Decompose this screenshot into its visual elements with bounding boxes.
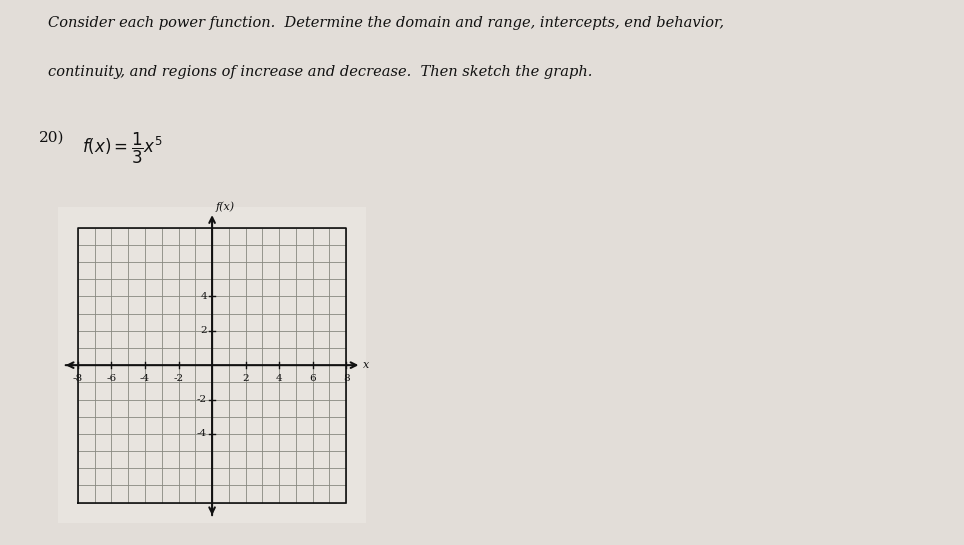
Text: $f(x) = \dfrac{1}{3}x^5$: $f(x) = \dfrac{1}{3}x^5$: [82, 131, 163, 166]
Text: 20): 20): [39, 131, 64, 145]
Text: continuity, and regions of increase and decrease.  Then sketch the graph.: continuity, and regions of increase and …: [48, 65, 593, 80]
Text: -8: -8: [73, 374, 83, 383]
Text: -4: -4: [197, 429, 207, 438]
Text: -4: -4: [140, 374, 150, 383]
Text: 4: 4: [201, 292, 207, 301]
Text: f(x): f(x): [215, 202, 234, 212]
Text: Consider each power function.  Determine the domain and range, intercepts, end b: Consider each power function. Determine …: [48, 16, 724, 31]
Text: -6: -6: [106, 374, 117, 383]
Text: 2: 2: [201, 326, 207, 335]
Text: -2: -2: [174, 374, 183, 383]
Text: -2: -2: [197, 395, 207, 404]
Text: 2: 2: [242, 374, 249, 383]
Text: 6: 6: [309, 374, 316, 383]
Text: 4: 4: [276, 374, 282, 383]
Text: 8: 8: [343, 374, 350, 383]
Text: x: x: [363, 360, 369, 370]
